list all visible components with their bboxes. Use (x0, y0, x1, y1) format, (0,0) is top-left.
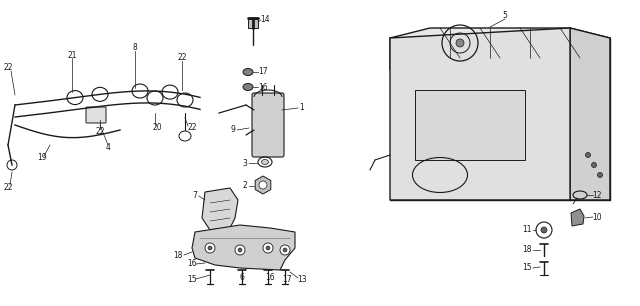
Polygon shape (255, 176, 271, 194)
Text: 9: 9 (230, 125, 236, 135)
Circle shape (280, 245, 290, 255)
Circle shape (598, 173, 602, 177)
Text: 11: 11 (522, 226, 532, 234)
Circle shape (266, 246, 270, 250)
Text: 22: 22 (188, 124, 196, 132)
Text: 19: 19 (37, 154, 47, 162)
FancyBboxPatch shape (248, 19, 258, 28)
Text: 15: 15 (187, 274, 197, 283)
Circle shape (238, 248, 242, 252)
Polygon shape (202, 188, 238, 230)
Circle shape (205, 243, 215, 253)
Circle shape (541, 227, 547, 233)
Text: 16: 16 (187, 259, 197, 268)
Text: 13: 13 (297, 275, 307, 285)
Polygon shape (390, 28, 610, 70)
Text: 17: 17 (258, 68, 268, 76)
Text: 1: 1 (300, 103, 305, 113)
Circle shape (283, 248, 287, 252)
Polygon shape (571, 209, 584, 226)
Text: 16: 16 (265, 273, 275, 282)
Ellipse shape (243, 84, 253, 91)
Bar (415, 90, 525, 160)
Text: 17: 17 (282, 274, 292, 283)
Circle shape (263, 243, 273, 253)
Text: 22: 22 (3, 184, 13, 192)
Circle shape (259, 181, 267, 189)
Ellipse shape (262, 159, 269, 165)
FancyBboxPatch shape (86, 107, 106, 123)
Text: 4: 4 (106, 144, 111, 152)
Text: 5: 5 (502, 12, 508, 21)
Text: 18: 18 (173, 251, 183, 259)
Polygon shape (570, 28, 610, 200)
Polygon shape (192, 225, 295, 270)
Text: 2: 2 (243, 181, 248, 191)
Text: 6: 6 (239, 273, 244, 282)
Text: 10: 10 (592, 212, 602, 222)
Text: 22: 22 (177, 54, 187, 62)
Polygon shape (390, 28, 570, 200)
Text: 15: 15 (522, 263, 532, 273)
Text: 22: 22 (95, 128, 105, 136)
Circle shape (208, 246, 212, 250)
Circle shape (591, 162, 596, 167)
Text: 7: 7 (193, 192, 197, 200)
FancyBboxPatch shape (252, 93, 284, 157)
Text: 22: 22 (3, 64, 13, 73)
Circle shape (586, 152, 591, 158)
Circle shape (456, 39, 464, 47)
Ellipse shape (243, 69, 253, 76)
Text: 14: 14 (260, 16, 270, 24)
Circle shape (235, 245, 245, 255)
Text: 20: 20 (152, 124, 162, 132)
Text: 16: 16 (258, 83, 268, 91)
Text: 18: 18 (522, 245, 532, 255)
Text: 12: 12 (592, 191, 602, 200)
Text: 3: 3 (243, 159, 248, 167)
Text: 21: 21 (67, 50, 77, 59)
Text: 8: 8 (132, 43, 138, 53)
